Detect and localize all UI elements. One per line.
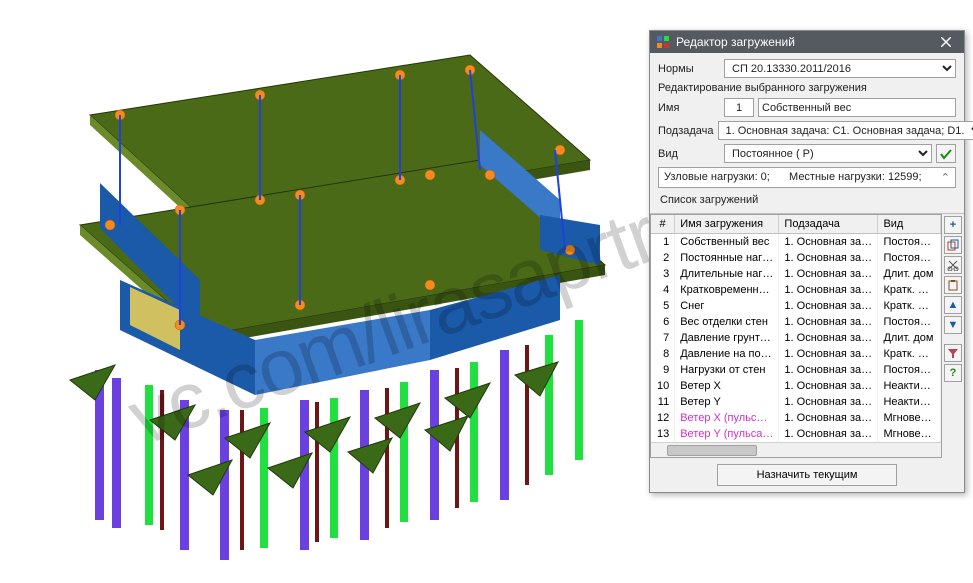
table-row[interactable]: 3Длительные нагруз...1. Основная зада...… — [651, 266, 941, 282]
add-button[interactable]: + — [944, 216, 962, 234]
horizontal-scrollbar[interactable] — [651, 442, 941, 457]
load-editor-dialog: Редактор загружений Нормы СП 20.13330.20… — [649, 30, 965, 493]
table-row[interactable]: 1Собственный вес1. Основная зада...Посто… — [651, 234, 941, 251]
name-label: Имя — [658, 102, 720, 114]
local-loads-text: Местные нагрузки: 12599; — [789, 171, 922, 184]
table-header-row: # Имя загружения Подзадача Вид — [651, 215, 941, 234]
model-viewport — [0, 0, 640, 583]
apply-button[interactable] — [936, 144, 956, 163]
norms-select[interactable]: СП 20.13330.2011/2016 — [724, 59, 956, 78]
col-kind[interactable]: Вид — [878, 215, 941, 234]
load-index-input[interactable] — [724, 98, 754, 117]
table-row[interactable]: 6Вес отделки стен1. Основная зада...Пост… — [651, 314, 941, 330]
table-row[interactable]: 7Давление грунта а...1. Основная зада...… — [651, 330, 941, 346]
dialog-titlebar[interactable]: Редактор загружений — [650, 31, 964, 53]
list-label: Список загружений — [660, 194, 956, 206]
help-button[interactable]: ? — [944, 364, 962, 382]
table-row[interactable]: 5Снег1. Основная зада...Кратк. дом — [651, 298, 941, 314]
table-row[interactable]: 10Ветер X1. Основная зада...Неактивно — [651, 378, 941, 394]
move-up-button[interactable]: ▲ — [944, 296, 962, 314]
col-subtask[interactable]: Подзадача — [779, 215, 878, 234]
paste-button[interactable] — [944, 276, 962, 294]
table-row[interactable]: 13Ветер Y (пульсацио...1. Основная зада.… — [651, 426, 941, 442]
table-row[interactable]: 12Ветер X (пульсацио...1. Основная зада.… — [651, 410, 941, 426]
load-counts: Узловые нагрузки: 0; Местные нагрузки: 1… — [658, 167, 956, 188]
app-icon — [656, 35, 670, 49]
close-icon[interactable] — [932, 33, 960, 51]
edit-subheader: Редактирование выбранного загружения — [658, 82, 956, 94]
col-name[interactable]: Имя загружения — [675, 215, 779, 234]
kind-label: Вид — [658, 148, 720, 160]
copy-button[interactable] — [944, 236, 962, 254]
nodal-loads-text: Узловые нагрузки: 0; — [664, 171, 770, 184]
table-row[interactable]: 11Ветер Y1. Основная зада...Неактивно — [651, 394, 941, 410]
loads-table: # Имя загружения Подзадача Вид 1Собствен… — [650, 214, 942, 458]
col-number[interactable]: # — [651, 215, 675, 234]
subtask-label: Подзадача — [658, 125, 714, 137]
table-row[interactable]: 8Давление на повер...1. Основная зада...… — [651, 346, 941, 362]
cut-button[interactable] — [944, 256, 962, 274]
norms-label: Нормы — [658, 63, 720, 75]
table-row[interactable]: 2Постоянные нагруз...1. Основная зада...… — [651, 250, 941, 266]
set-current-button[interactable]: Назначить текущим — [717, 464, 897, 486]
filter-button[interactable] — [944, 344, 962, 362]
chevron-up-icon[interactable]: ⌃ — [941, 171, 950, 184]
dialog-title: Редактор загружений — [676, 35, 932, 49]
table-row[interactable]: 9Нагрузки от стен1. Основная зада...Пост… — [651, 362, 941, 378]
table-row[interactable]: 4Кратковременные ...1. Основная зада...К… — [651, 282, 941, 298]
load-name-input[interactable] — [758, 98, 956, 117]
move-down-button[interactable]: ▼ — [944, 316, 962, 334]
subtask-select[interactable]: 1. Основная задача: С1. Основная задача;… — [718, 121, 973, 140]
kind-select[interactable]: Постоянное ( P) — [724, 144, 932, 163]
